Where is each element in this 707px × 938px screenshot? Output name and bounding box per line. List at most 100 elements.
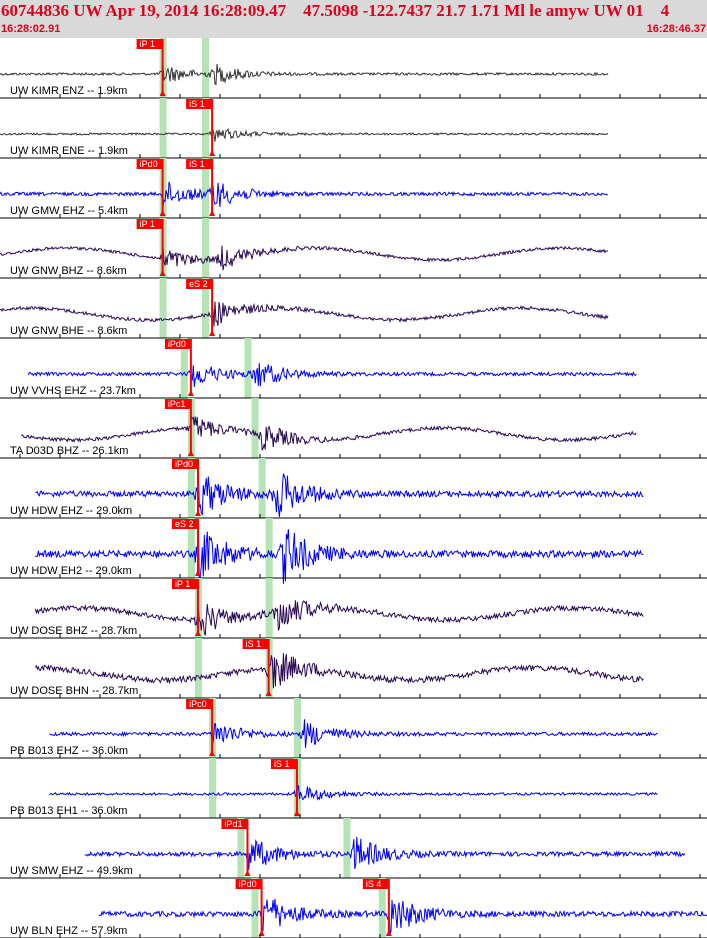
- time-window-band: [251, 878, 259, 938]
- pick-label: iP 1: [140, 219, 155, 229]
- waveform-trace: [0, 128, 609, 142]
- pick-flag: [186, 699, 213, 709]
- station-label: UW GMW EHZ -- 5.4km: [10, 205, 128, 217]
- time-window-band: [180, 338, 188, 398]
- pick-label: eS 2: [175, 519, 194, 529]
- pick-triangle: [209, 750, 216, 756]
- station-label: UW GNW BHZ -- 8.6km: [10, 265, 127, 277]
- pick-triangle: [385, 930, 392, 936]
- time-window-band: [237, 818, 245, 878]
- pick-flag: [235, 879, 262, 889]
- pick-triangle: [159, 210, 166, 216]
- waveform-trace: [98, 898, 707, 936]
- station-label: UW VVHS EHZ -- 23.7km: [10, 385, 136, 397]
- pick-flag: [186, 159, 213, 169]
- pick-flag: [221, 819, 248, 829]
- time-window-band: [244, 338, 252, 398]
- waveform-trace: [34, 600, 644, 636]
- pick-label: iPd0: [239, 879, 257, 889]
- time-window-band: [194, 638, 202, 698]
- seismogram-panel[interactable]: iP 1 UW KIMR ENZ -- 1.9km iS 1 UW KIMR ENE …: [0, 38, 707, 938]
- pick-flag: [164, 339, 191, 349]
- time-window-band: [202, 278, 210, 338]
- time-window-band: [202, 98, 210, 158]
- station-label: UW GNW BHE -- 8.6km: [10, 325, 127, 337]
- pick-triangle: [258, 930, 265, 936]
- pick-flag: [242, 639, 269, 649]
- pick-label: iS 1: [274, 759, 290, 769]
- pick-flag: [362, 879, 389, 889]
- pick-label: iS 1: [189, 159, 205, 169]
- time-window-band: [265, 578, 273, 638]
- station-label: PB B013 EHZ -- 36.0km: [10, 745, 128, 757]
- pick-triangle: [159, 270, 166, 276]
- event-header: 60744836 UW Apr 19, 2014 16:28:09.47 47.…: [0, 0, 707, 38]
- waveform-trace: [0, 301, 609, 327]
- waveform-trace: [0, 64, 609, 86]
- pick-triangle: [194, 510, 201, 516]
- pick-label: iP 1: [175, 579, 190, 589]
- waveform-trace: [35, 473, 644, 517]
- time-window-band: [159, 98, 167, 158]
- pick-triangle: [194, 570, 201, 576]
- time-window-band: [187, 458, 195, 518]
- pick-label: iPc1: [168, 399, 186, 409]
- pick-triangle: [244, 870, 251, 876]
- pick-triangle: [194, 630, 201, 636]
- pick-flag: [171, 519, 198, 529]
- station-label: UW DOSE BHZ -- 28.7km: [10, 625, 137, 637]
- time-window-band: [202, 158, 210, 218]
- waveform-trace: [0, 245, 608, 271]
- pick-triangle: [265, 690, 272, 696]
- pick-triangle: [209, 150, 216, 156]
- pick-label: iPd0: [168, 339, 186, 349]
- pick-triangle: [209, 330, 216, 336]
- waveform-trace: [84, 836, 686, 870]
- pick-label: iPd0: [175, 459, 193, 469]
- time-window-band: [343, 818, 351, 878]
- pick-flag: [171, 459, 198, 469]
- waveform-trace: [20, 414, 637, 451]
- pick-triangle: [293, 810, 300, 816]
- pick-flag: [270, 759, 297, 769]
- time-window-band: [378, 878, 386, 938]
- pick-flag: [186, 279, 213, 289]
- pick-label: iP 1: [140, 39, 155, 49]
- pick-label: eS 2: [189, 279, 208, 289]
- waveform-trace: [35, 526, 644, 584]
- station-label: UW BLN EHZ -- 57.9km: [10, 925, 127, 937]
- start-time-label: 16:28:02.91: [1, 23, 61, 35]
- pick-flag: [186, 99, 213, 109]
- pick-label: iPd0: [140, 159, 158, 169]
- station-label: UW KIMR ENE -- 1.9km: [10, 145, 128, 157]
- pick-flag: [164, 399, 191, 409]
- time-window-band: [258, 458, 266, 518]
- time-window-band: [265, 518, 273, 578]
- pick-label: iS 1: [189, 99, 205, 109]
- station-label: UW KIMR ENZ -- 1.9km: [10, 85, 127, 97]
- station-label: UW SMW EHZ -- 49.9km: [10, 865, 133, 877]
- waveform-trace: [49, 785, 658, 801]
- waveform-trace: [34, 653, 644, 689]
- waveform-trace: [0, 181, 609, 208]
- time-window-band: [202, 218, 210, 278]
- pick-label: iS 1: [246, 639, 262, 649]
- station-label: TA D03D BHZ -- 26.1km: [10, 445, 128, 457]
- pick-label: iPc0: [189, 699, 207, 709]
- time-window-band: [209, 758, 217, 818]
- event-title: 60744836 UW Apr 19, 2014 16:28:09.47 47.…: [1, 1, 670, 20]
- pick-flag: [171, 579, 198, 589]
- pick-flag: [136, 39, 163, 49]
- pick-label: iS 4: [366, 879, 382, 889]
- time-window-band: [159, 278, 167, 338]
- time-window-band: [202, 38, 210, 98]
- pick-flag: [136, 219, 163, 229]
- waveform-trace: [27, 363, 637, 387]
- pick-flag: [136, 159, 163, 169]
- pick-triangle: [159, 90, 166, 96]
- pick-label: iPd1: [224, 819, 242, 829]
- pick-triangle: [209, 210, 216, 216]
- time-window-band: [293, 698, 301, 758]
- station-label: UW HDW EH2 -- 29.0km: [10, 565, 132, 577]
- waveform-trace: [49, 719, 658, 748]
